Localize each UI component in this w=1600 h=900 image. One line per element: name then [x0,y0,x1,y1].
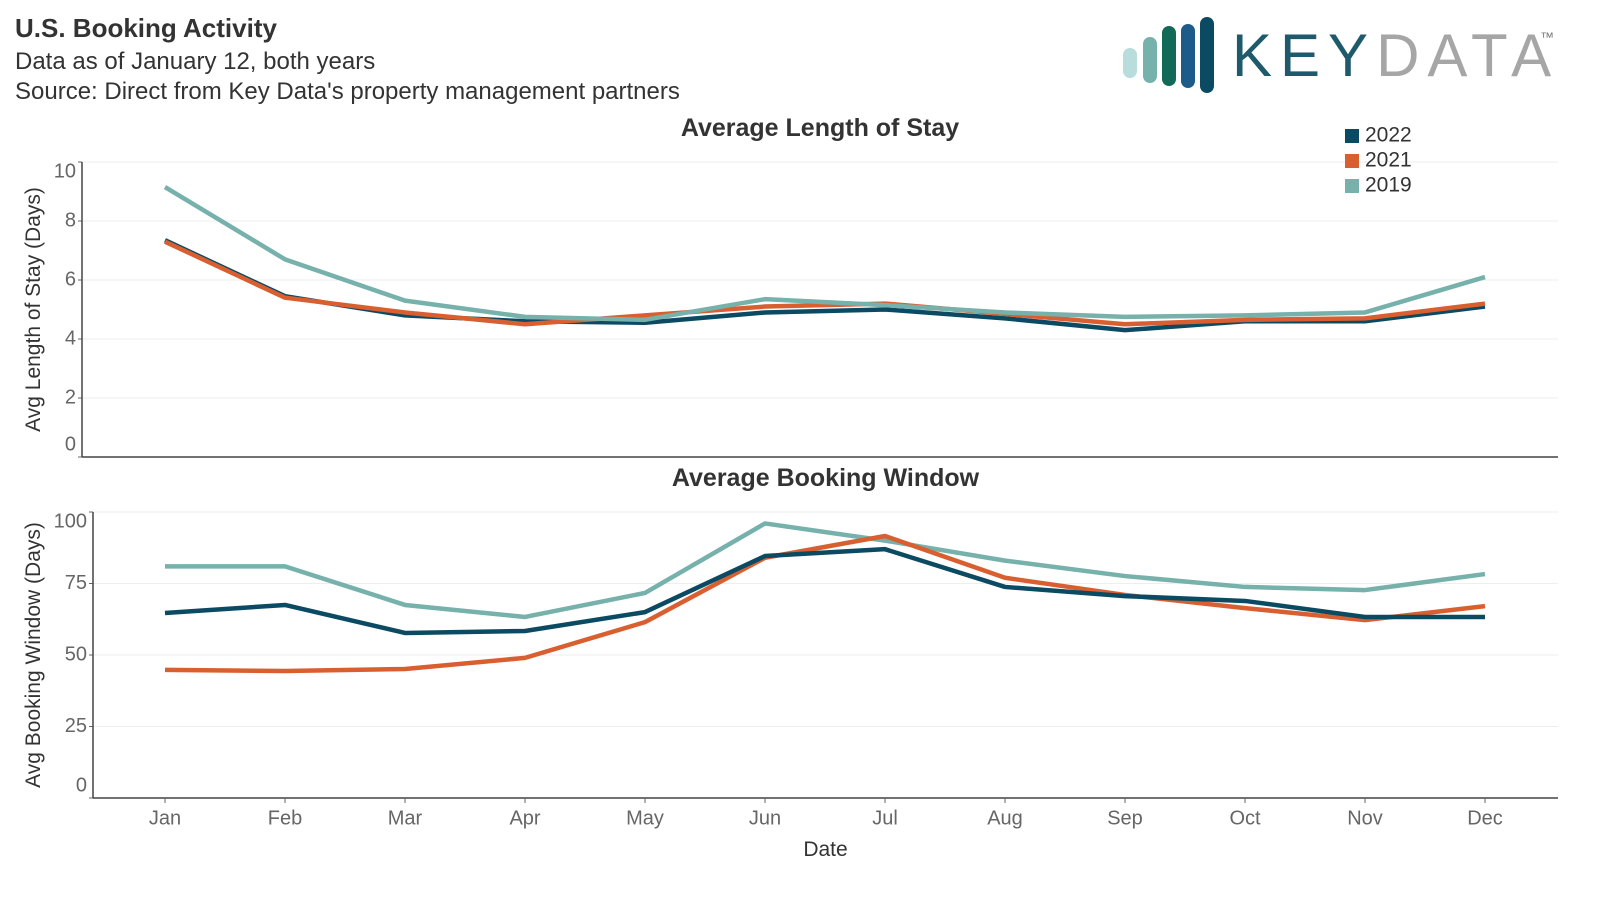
x-tick-label: Jan [149,807,181,829]
x-tick-label: Nov [1347,807,1383,829]
y-tick-label: 8 [65,209,76,231]
page-title: U.S. Booking Activity [15,13,277,43]
x-tick-label: Jul [872,807,898,829]
x-tick-label: Feb [268,807,302,829]
chart-title: Average Booking Window [672,464,980,492]
x-tick-label: Mar [388,807,423,829]
logo-data: DATA [1376,22,1559,89]
y-axis-label: Avg Booking Window (Days) [22,522,45,788]
x-tick-label: Dec [1467,807,1503,829]
y-tick-label: 10 [54,160,76,182]
logo-bar [1181,24,1195,88]
logo-bar [1200,17,1214,93]
logo-text: KEYDATA [1232,22,1559,89]
y-axis-label: Avg Length of Stay (Days) [22,187,45,432]
line-series [165,521,1486,620]
legend-label: 2019 [1365,174,1412,197]
x-tick-label: Sep [1107,807,1143,829]
x-tick-label: Aug [987,807,1023,829]
chart-title: Average Length of Stay [681,114,959,142]
legend-label: 2022 [1365,124,1412,147]
subtitle: Data as of January 12, both years [15,48,375,75]
logo-bar [1123,48,1137,78]
line-series [164,533,1486,674]
logo: KEYDATA ™ [1123,17,1559,93]
x-tick-label: May [626,807,664,829]
source: Source: Direct from Key Data's property … [15,78,680,105]
y-tick-label: 0 [76,774,87,796]
logo-tm: ™ [1540,29,1554,45]
legend-swatch [1345,179,1359,193]
y-tick-label: 25 [65,715,87,737]
line-series [163,185,1486,323]
x-axis-label: Date [803,838,847,861]
y-tick-label: 2 [65,386,76,408]
x-tick-label: Oct [1229,807,1261,829]
y-tick-label: 50 [65,643,87,665]
logo-bar [1143,37,1157,83]
y-tick-label: 4 [65,327,76,349]
line-series [164,546,1485,636]
y-tick-label: 75 [65,572,87,594]
line-series [164,239,1486,327]
legend-label: 2021 [1365,149,1412,172]
x-tick-label: Jun [749,807,781,829]
legend-swatch [1345,154,1359,168]
logo-bar [1162,26,1176,86]
legend-swatch [1345,129,1359,143]
logo-key: KEY [1232,22,1376,89]
y-tick-label: 6 [65,268,76,290]
y-tick-label: 100 [54,510,87,532]
y-tick-label: 0 [65,433,76,455]
x-tick-label: Apr [509,807,540,829]
